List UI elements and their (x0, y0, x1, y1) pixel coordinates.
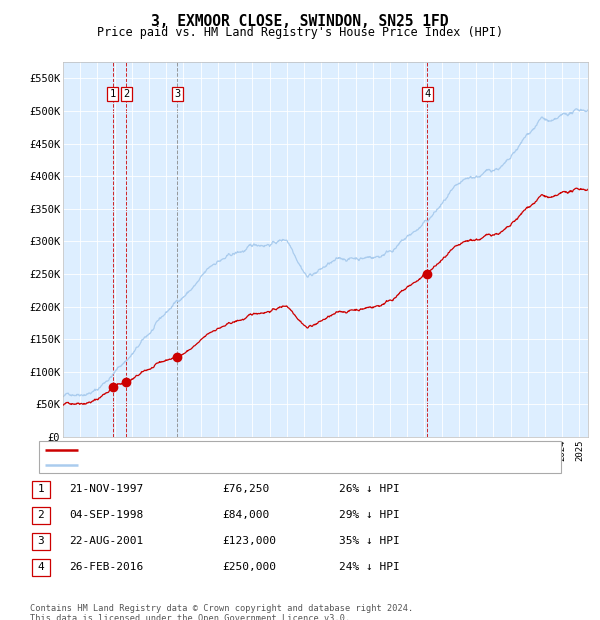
Text: 29% ↓ HPI: 29% ↓ HPI (339, 510, 400, 520)
Text: Price paid vs. HM Land Registry's House Price Index (HPI): Price paid vs. HM Land Registry's House … (97, 26, 503, 39)
Text: 4: 4 (424, 89, 430, 99)
Text: 1: 1 (110, 89, 116, 99)
Text: Contains HM Land Registry data © Crown copyright and database right 2024.
This d: Contains HM Land Registry data © Crown c… (30, 604, 413, 620)
Text: 26-FEB-2016: 26-FEB-2016 (69, 562, 143, 572)
Text: 04-SEP-1998: 04-SEP-1998 (69, 510, 143, 520)
Text: 3: 3 (37, 536, 44, 546)
Text: 3: 3 (174, 89, 181, 99)
Text: 1: 1 (37, 484, 44, 494)
Text: 2: 2 (123, 89, 130, 99)
Text: £250,000: £250,000 (222, 562, 276, 572)
Text: 3, EXMOOR CLOSE, SWINDON, SN25 1FD (detached house): 3, EXMOOR CLOSE, SWINDON, SN25 1FD (deta… (83, 445, 389, 455)
Text: 2: 2 (37, 510, 44, 520)
Text: 35% ↓ HPI: 35% ↓ HPI (339, 536, 400, 546)
Text: 22-AUG-2001: 22-AUG-2001 (69, 536, 143, 546)
Text: £123,000: £123,000 (222, 536, 276, 546)
Text: 4: 4 (37, 562, 44, 572)
Text: 3, EXMOOR CLOSE, SWINDON, SN25 1FD: 3, EXMOOR CLOSE, SWINDON, SN25 1FD (151, 14, 449, 29)
Text: HPI: Average price, detached house, Swindon: HPI: Average price, detached house, Swin… (83, 460, 341, 471)
Text: 24% ↓ HPI: 24% ↓ HPI (339, 562, 400, 572)
Text: 21-NOV-1997: 21-NOV-1997 (69, 484, 143, 494)
Text: 26% ↓ HPI: 26% ↓ HPI (339, 484, 400, 494)
Text: £76,250: £76,250 (222, 484, 269, 494)
Text: £84,000: £84,000 (222, 510, 269, 520)
